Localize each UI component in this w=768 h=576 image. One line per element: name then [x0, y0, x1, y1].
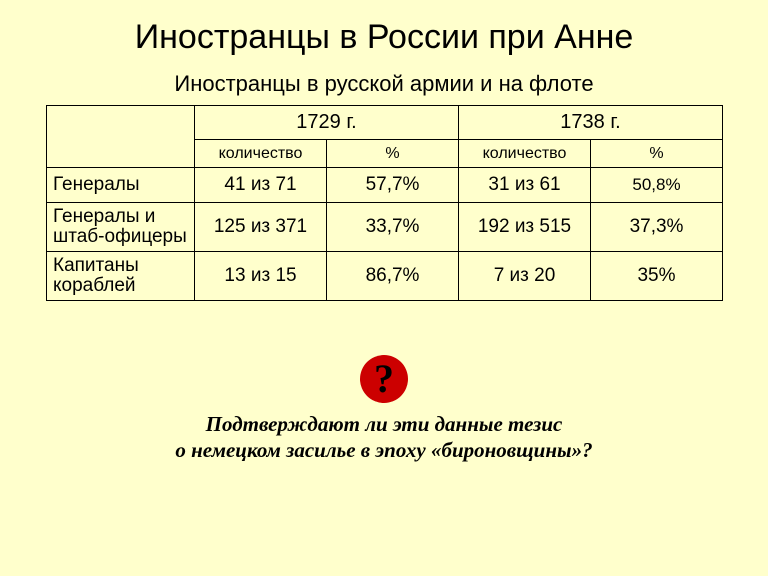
- header-empty: [47, 106, 195, 168]
- cell-qty: 7 из 20: [459, 251, 591, 300]
- row-label: Капитаны кораблей: [47, 251, 195, 300]
- header-qty-1738: количество: [459, 140, 591, 168]
- header-pct-1738: %: [591, 140, 723, 168]
- slide: Иностранцы в России при Анне Иностранцы …: [0, 0, 768, 576]
- cell-qty: 13 из 15: [195, 251, 327, 300]
- header-qty-1729: количество: [195, 140, 327, 168]
- question-mark-icon: ?: [360, 355, 408, 403]
- cell-pct: 86,7%: [327, 251, 459, 300]
- table-row: Генералы 41 из 71 57,7% 31 из 61 50,8%: [47, 168, 723, 203]
- row-label: Генералы и штаб-офицеры: [47, 203, 195, 252]
- cell-pct: 50,8%: [591, 168, 723, 203]
- header-pct-1729: %: [327, 140, 459, 168]
- cell-qty: 192 из 515: [459, 203, 591, 252]
- question-text: Подтверждают ли эти данные тезис о немец…: [0, 411, 768, 464]
- cell-pct: 35%: [591, 251, 723, 300]
- table-row: Капитаны кораблей 13 из 15 86,7% 7 из 20…: [47, 251, 723, 300]
- table-header-years: 1729 г. 1738 г.: [47, 106, 723, 140]
- cell-pct: 37,3%: [591, 203, 723, 252]
- row-label: Генералы: [47, 168, 195, 203]
- cell-qty: 31 из 61: [459, 168, 591, 203]
- table-row: Генералы и штаб-офицеры 125 из 371 33,7%…: [47, 203, 723, 252]
- question-line-2: о немецком засилье в эпоху «бироновщины»…: [175, 438, 592, 462]
- cell-qty: 41 из 71: [195, 168, 327, 203]
- cell-qty: 125 из 371: [195, 203, 327, 252]
- cell-pct: 57,7%: [327, 168, 459, 203]
- cell-pct: 33,7%: [327, 203, 459, 252]
- page-title: Иностранцы в России при Анне: [0, 18, 768, 57]
- page-subtitle: Иностранцы в русской армии и на флоте: [0, 71, 768, 97]
- table-container: 1729 г. 1738 г. количество % количество …: [46, 105, 722, 301]
- header-year-1738: 1738 г.: [459, 106, 723, 140]
- header-year-1729: 1729 г.: [195, 106, 459, 140]
- data-table: 1729 г. 1738 г. количество % количество …: [46, 105, 723, 301]
- question-line-1: Подтверждают ли эти данные тезис: [206, 412, 563, 436]
- question-block: ? Подтверждают ли эти данные тезис о нем…: [0, 355, 768, 464]
